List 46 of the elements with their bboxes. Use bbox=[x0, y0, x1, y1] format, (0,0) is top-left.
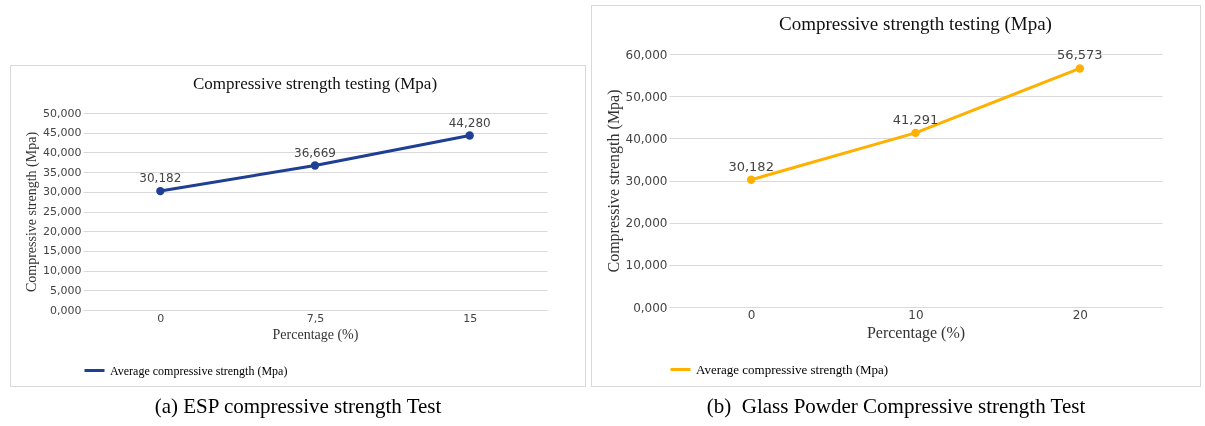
y-tick-label: 10,000 bbox=[43, 264, 82, 278]
y-tick-label: 50,000 bbox=[43, 106, 82, 120]
point bbox=[911, 128, 920, 138]
chart-title: Compressive strength testing (Mpa) bbox=[779, 13, 1052, 35]
y-axis-title: Compressive strength (Mpa) bbox=[604, 89, 623, 273]
y-tick-label: 0,000 bbox=[50, 303, 82, 317]
x-axis-title: Percentage (%) bbox=[272, 326, 359, 343]
y-tick-label: 45,000 bbox=[43, 126, 82, 140]
point bbox=[156, 186, 165, 196]
y-tick-label: 40,000 bbox=[625, 131, 668, 146]
data-label: 56,573 bbox=[1057, 47, 1103, 63]
y-tick-label: 10,000 bbox=[625, 258, 668, 273]
y-tick-label: 35,000 bbox=[43, 165, 82, 179]
point bbox=[465, 131, 474, 140]
x-tick-label: 10 bbox=[908, 307, 924, 322]
point bbox=[1075, 64, 1085, 73]
y-tick-label: 40,000 bbox=[43, 145, 82, 159]
x-tick-label: 20 bbox=[1072, 307, 1088, 322]
legend-label: Average compressive strength (Mpa) bbox=[110, 363, 288, 378]
x-tick-label: 15 bbox=[463, 311, 478, 325]
chart-title: Compressive strength testing (Mpa) bbox=[192, 74, 438, 93]
x-axis-title: Percentage (%) bbox=[866, 323, 966, 342]
y-tick-label: 0,000 bbox=[633, 300, 668, 315]
data-label: 41,291 bbox=[892, 111, 939, 127]
x-tick-label: 0 bbox=[747, 307, 756, 322]
point bbox=[746, 175, 756, 184]
data-label: 36,669 bbox=[294, 145, 336, 160]
text: (a) ESP compressive strength Test bbox=[153, 394, 443, 419]
y-tick-label: 30,000 bbox=[625, 174, 668, 188]
x-tick-label: 0 bbox=[157, 311, 165, 325]
y-tick-label: 30,000 bbox=[43, 185, 82, 199]
point bbox=[310, 161, 320, 170]
y-tick-label: 20,000 bbox=[625, 216, 668, 231]
y-tick-label: 50,000 bbox=[625, 89, 668, 104]
y-tick-label: 15,000 bbox=[43, 244, 82, 258]
data-label: 30,182 bbox=[728, 158, 774, 174]
y-tick-label: 5,000 bbox=[50, 283, 82, 297]
x-tick-label: 7,5 bbox=[306, 311, 325, 325]
y-axis-title: Compressive strength (Mpa) bbox=[24, 131, 41, 293]
y-tick-label: 25,000 bbox=[43, 205, 82, 218]
y-tick-label: 60,000 bbox=[625, 47, 668, 62]
y-tick-label: 20,000 bbox=[43, 224, 82, 238]
data-label: 44,280 bbox=[448, 115, 491, 130]
data-label: 30,182 bbox=[139, 171, 182, 186]
text: (b) Glass Powder Compressive strength Test bbox=[705, 394, 1087, 419]
legend-label: Average compressive strength (Mpa) bbox=[696, 361, 889, 377]
